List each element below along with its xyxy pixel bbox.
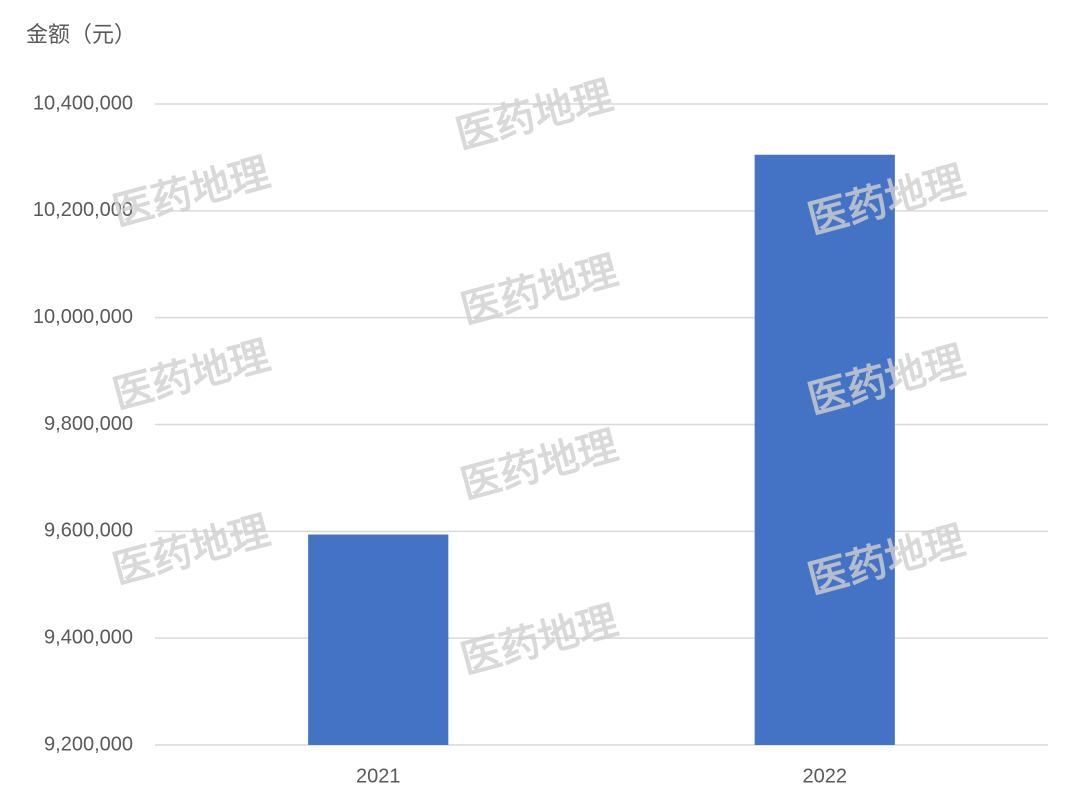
y-tick-label: 10,000,000 <box>33 306 133 328</box>
watermark: 医药地理 <box>108 334 274 418</box>
y-tick-label: 9,800,000 <box>44 413 133 435</box>
watermark: 医药地理 <box>108 509 274 593</box>
watermark: 医药地理 <box>456 599 622 683</box>
x-tick-label: 2021 <box>356 765 401 787</box>
x-tick-label: 2022 <box>803 765 848 787</box>
y-tick-label: 9,200,000 <box>44 733 133 755</box>
y-axis-label: 金额（元） <box>26 22 136 47</box>
y-tick-label: 9,600,000 <box>44 520 133 542</box>
watermark: 医药地理 <box>456 249 622 333</box>
watermark: 医药地理 <box>456 424 622 508</box>
y-tick-label: 9,400,000 <box>44 626 133 648</box>
bar <box>754 154 895 745</box>
y-tick-label: 10,200,000 <box>33 199 133 221</box>
y-tick-label: 10,400,000 <box>33 92 133 114</box>
watermark: 医药地理 <box>451 74 617 158</box>
bar <box>308 534 449 745</box>
watermark: 医药地理 <box>108 151 274 235</box>
